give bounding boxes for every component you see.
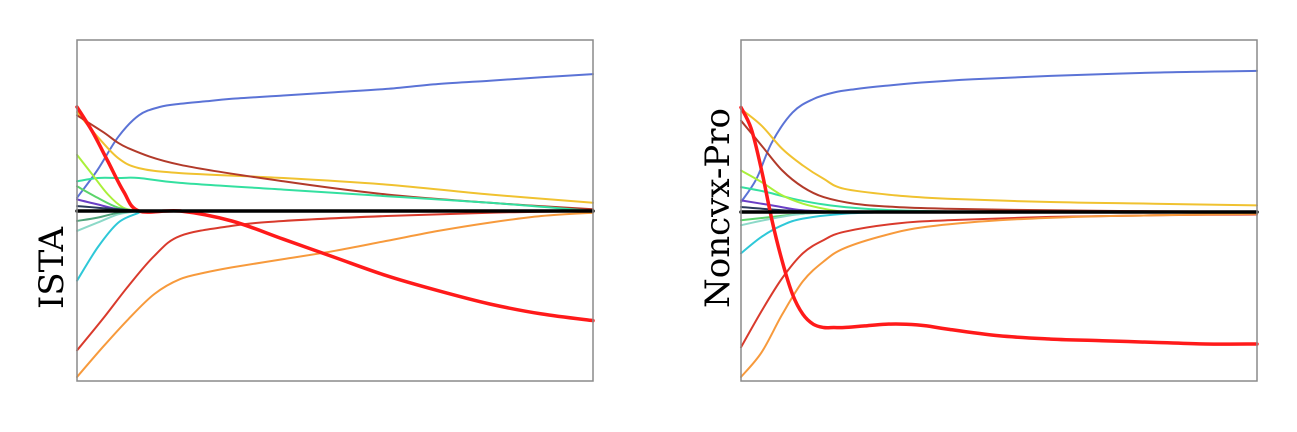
series-line-noncvx-pro-4 — [740, 169, 846, 213]
series-line-ista-11 — [76, 210, 594, 352]
series-line-noncvx-pro-1 — [740, 108, 1258, 207]
series-line-ista-13 — [75, 105, 595, 323]
plot-area-noncvx-pro — [739, 69, 1259, 378]
series-line-ista-12 — [76, 211, 594, 378]
ylabel-ista: ISTA — [32, 227, 72, 310]
series-line-ista-3 — [76, 176, 594, 212]
series-line-ista-0 — [76, 73, 594, 199]
series-line-ista-6 — [76, 211, 140, 282]
series-line-noncvx-pro-12 — [739, 105, 1259, 346]
chart-noncvx-pro: Noncvx-Pro — [698, 39, 1259, 382]
series-line-ista-2 — [76, 114, 594, 211]
series-line-noncvx-pro-2 — [740, 119, 1258, 213]
series-line-ista-1 — [76, 111, 594, 204]
chart-ista: ISTA — [32, 39, 595, 382]
plot-frame-ista — [76, 39, 594, 382]
series-line-noncvx-pro-11 — [740, 212, 1258, 378]
plot-frame-noncvx-pro — [740, 39, 1258, 382]
ylabel-noncvx-pro: Noncvx-Pro — [698, 108, 738, 308]
series-line-noncvx-pro-0 — [740, 69, 1258, 203]
plot-area-ista — [75, 73, 595, 378]
series-line-ista-7 — [76, 210, 140, 232]
